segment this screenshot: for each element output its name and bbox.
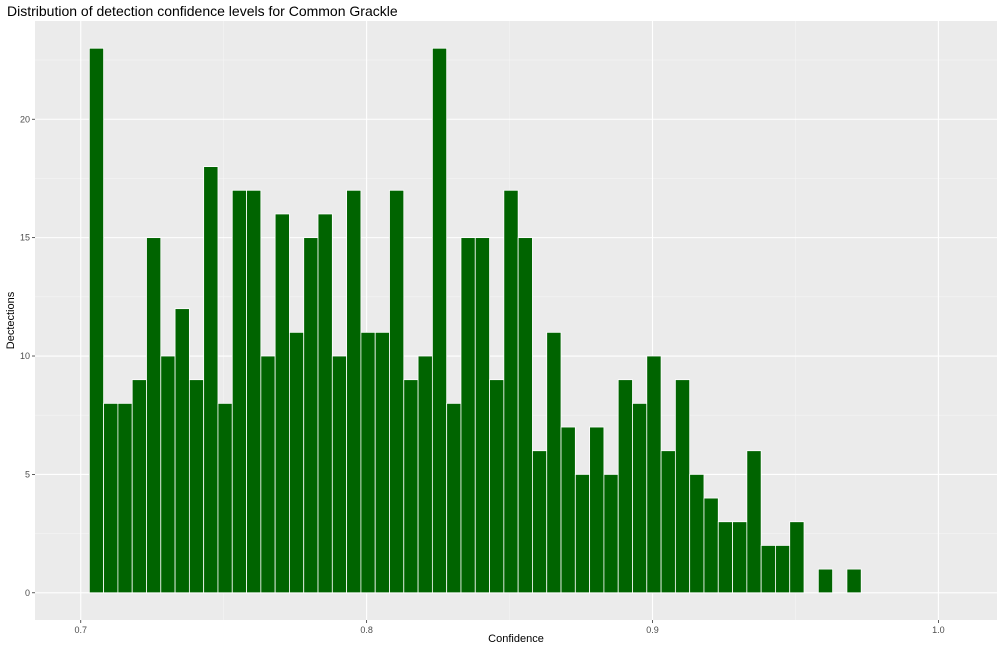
histogram-bar: [532, 450, 548, 594]
histogram-bar: [174, 308, 190, 594]
histogram-bar: [746, 450, 762, 594]
x-axis: 0.7 0.8 0.9 1.0: [74, 620, 945, 635]
histogram-bar: [503, 189, 519, 594]
histogram-bar: [789, 521, 805, 594]
histogram-bar: [389, 189, 405, 594]
histogram-bar: [331, 355, 348, 594]
y-tick-label: 15: [20, 233, 30, 243]
histogram-bar: [646, 355, 662, 594]
histogram-bar: [460, 237, 476, 594]
histogram-bar: [246, 189, 262, 594]
y-tick-label: 10: [20, 351, 30, 361]
histogram-bar: [574, 473, 591, 594]
histogram-bar: [703, 497, 719, 594]
histogram-bar: [489, 379, 505, 594]
histogram-bar: [517, 237, 533, 594]
histogram-bar: [203, 166, 219, 594]
histogram-bar: [303, 237, 319, 594]
histogram-bar: [474, 237, 490, 594]
histogram-bar: [360, 331, 376, 594]
histogram-bar: [660, 450, 676, 594]
histogram-bar: [846, 568, 862, 594]
histogram-bar: [817, 568, 834, 594]
histogram-bar: [689, 473, 705, 594]
histogram-bar: [374, 331, 390, 594]
y-axis: 0 5 10 15 20: [20, 114, 35, 598]
histogram-bar: [217, 402, 233, 594]
x-tick-label: 0.9: [646, 625, 659, 635]
histogram-bar: [674, 379, 691, 594]
y-tick-label: 5: [25, 469, 30, 479]
histogram-bar: [231, 189, 247, 594]
histogram-bar: [617, 379, 633, 594]
histogram-bar: [560, 426, 576, 594]
histogram-bar: [589, 426, 605, 594]
y-tick-label: 20: [20, 114, 30, 124]
histogram-bar: [346, 189, 362, 594]
y-axis-title: Dectections: [5, 291, 17, 349]
histogram-bar: [632, 402, 648, 594]
x-tick-label: 0.7: [74, 625, 87, 635]
histogram-bar: [146, 237, 162, 594]
y-tick-label: 0: [25, 588, 30, 598]
histogram-bar: [188, 379, 205, 594]
histogram-bar: [317, 213, 333, 594]
histogram-bar: [760, 545, 776, 594]
chart-title: Distribution of detection confidence lev…: [7, 3, 398, 19]
histogram-bar: [732, 521, 748, 594]
histogram-bar: [417, 355, 433, 594]
x-axis-title: Confidence: [488, 633, 544, 645]
histogram-bar: [289, 331, 305, 594]
histogram-bar: [260, 355, 276, 594]
histogram-bar: [603, 473, 619, 594]
x-tick-label: 0.8: [360, 625, 373, 635]
histogram-bar: [717, 521, 733, 594]
histogram-bar: [546, 331, 562, 594]
histogram-bar: [88, 47, 105, 594]
histogram-bar: [117, 402, 133, 594]
histogram-bar: [103, 402, 119, 594]
histogram-bar: [131, 379, 147, 594]
histogram-bar: [160, 355, 176, 594]
histogram-bar: [446, 402, 462, 594]
x-tick-label: 1.0: [932, 625, 945, 635]
histogram-bar: [431, 47, 448, 594]
histogram-bar: [403, 379, 419, 594]
histogram-bar: [274, 213, 290, 594]
bar-series: [88, 47, 862, 594]
histogram-bar: [775, 545, 791, 594]
